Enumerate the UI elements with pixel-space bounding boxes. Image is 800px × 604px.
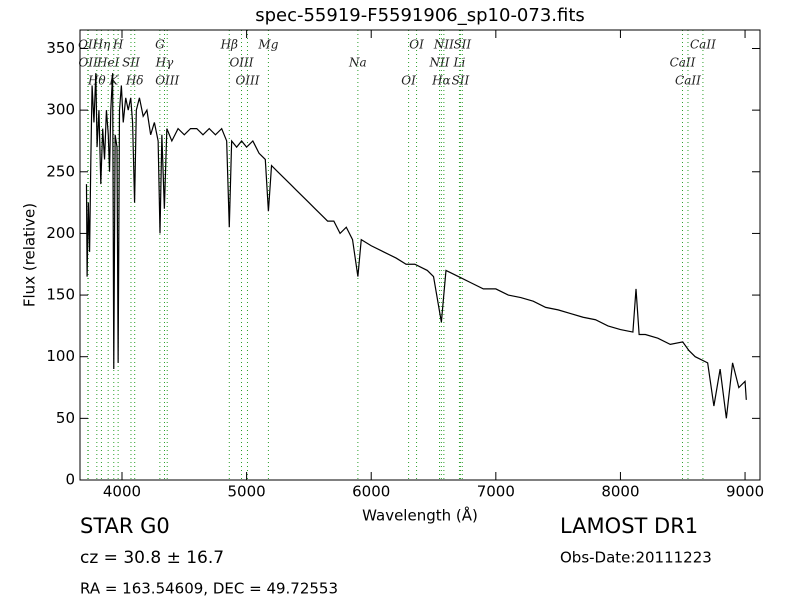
- spectrum: [85, 73, 747, 419]
- spectral-line-label: SII: [122, 56, 140, 70]
- spectral-line-label: Hγ: [155, 56, 174, 70]
- survey: LAMOST DR1: [560, 514, 698, 538]
- y-axis-label: Flux (relative): [21, 203, 39, 307]
- spectral-line-label: Hθ: [87, 74, 106, 88]
- spectral-line-label: Hδ: [125, 74, 144, 88]
- spectral-line-label: CaII: [670, 56, 696, 70]
- spectral-line-label: K: [108, 74, 119, 88]
- spectral-line-label: OIII: [235, 74, 259, 88]
- spectral-line-label: Hα: [431, 74, 451, 88]
- spectral-line-label: Hη: [92, 38, 111, 52]
- spectral-line-label: NII: [429, 56, 450, 70]
- y-tick-label: 250: [46, 162, 75, 180]
- y-tick-label: 100: [46, 347, 75, 365]
- x-tick-label: 9000: [726, 483, 764, 501]
- chart-title: spec-55919-F5591906_sp10-073.fits: [255, 5, 585, 26]
- spectral-line-label: Na: [348, 56, 367, 70]
- spectral-line-label: OI: [401, 74, 416, 88]
- spectral-line-label: OII: [79, 56, 99, 70]
- plot-frame: [79, 29, 761, 481]
- spectral-line-label: OIII: [229, 56, 253, 70]
- x-axis-label: Wavelength (Å): [362, 506, 478, 525]
- spectral-line-label: Li: [453, 56, 466, 70]
- y-tick-label: 350: [46, 39, 75, 57]
- coordinates: RA = 163.54609, DEC = 49.72553: [80, 580, 338, 598]
- x-tick-label: 6000: [352, 483, 390, 501]
- x-tick-label: 5000: [228, 483, 266, 501]
- y-tick-label: 50: [56, 409, 75, 427]
- y-tick-label: 200: [46, 224, 75, 242]
- spectral-line-label: CaII: [690, 38, 716, 52]
- obs-date: Obs-Date:20111223: [560, 549, 712, 567]
- x-tick-label: 8000: [601, 483, 639, 501]
- spectral-line-label: SII: [453, 38, 471, 52]
- spectral-line-label: HeI: [96, 56, 120, 70]
- spectral-line-label: Hβ: [220, 38, 238, 52]
- spectral-line-label: G: [155, 38, 165, 52]
- y-tick-label: 300: [46, 101, 75, 119]
- spectral-line-label: CaII: [675, 74, 701, 88]
- y-tick-label: 150: [46, 286, 75, 304]
- spectral-line-label: OIII: [155, 74, 179, 88]
- y-tick-label: 0: [65, 471, 75, 489]
- x-tick-label: 7000: [477, 483, 515, 501]
- redshift: cz = 30.8 ± 16.7: [80, 548, 224, 568]
- spectral-line-label: Mg: [257, 38, 278, 52]
- spectral-line-label: NII: [433, 38, 454, 52]
- spectral-line-label: H: [112, 38, 124, 52]
- spectral-line-label: OI: [409, 38, 424, 52]
- x-tick-label: 4000: [103, 483, 141, 501]
- spectral-line-label: SII: [452, 74, 470, 88]
- object-class: STAR G0: [80, 514, 170, 538]
